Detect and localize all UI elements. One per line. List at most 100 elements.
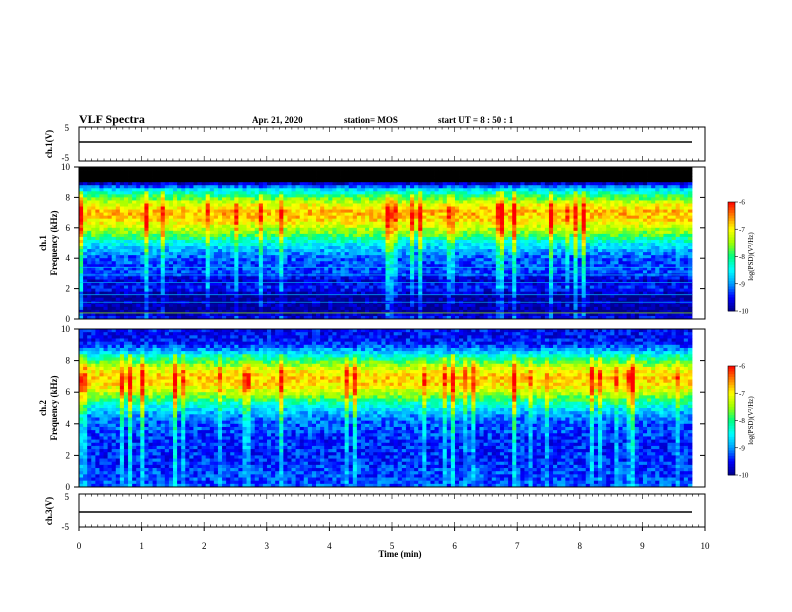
spectrogram-cell	[156, 188, 162, 192]
spectrogram-cell	[557, 255, 562, 259]
spectrogram-cell	[152, 170, 158, 174]
spectrogram-cell	[111, 249, 117, 253]
spectrogram-cell	[663, 173, 668, 177]
spectrogram-cell	[299, 182, 305, 186]
spectrogram-cell	[544, 249, 550, 253]
spectrogram-cell	[598, 209, 603, 213]
spectrogram-cell	[271, 212, 276, 217]
spectrogram-cell	[164, 264, 170, 268]
spectrogram-cell	[107, 176, 113, 180]
spectrogram-cell	[602, 218, 607, 223]
spectrogram-cell	[209, 221, 215, 226]
spectrogram-cell	[291, 255, 296, 259]
spectrogram-cell	[418, 215, 423, 220]
spectrogram-cell	[348, 197, 354, 201]
spectrogram-cell	[185, 200, 190, 204]
spectrogram-cell	[471, 170, 476, 174]
spectrogram-cell	[324, 194, 329, 198]
spectrogram-cell	[508, 212, 513, 217]
spectrogram-cell	[642, 182, 648, 186]
spectrogram-cell	[324, 212, 329, 217]
spectrogram-cell	[164, 191, 170, 195]
spectrogram-cell	[655, 185, 660, 189]
spectrogram-cell	[524, 182, 529, 186]
spectrogram-cell	[226, 264, 231, 268]
spectrogram-cell	[459, 203, 464, 207]
spectrogram-cell	[393, 203, 399, 207]
spectrogram-cell	[434, 249, 440, 253]
spectrogram-cell	[483, 206, 489, 210]
spectrogram-cell	[491, 185, 497, 189]
spectrogram-cell	[360, 188, 366, 192]
spectrogram-cell	[638, 224, 644, 229]
spectrogram-cell	[602, 197, 607, 201]
spectrogram-cell	[479, 173, 484, 177]
spectrogram-cell	[610, 261, 615, 265]
spectrogram-cell	[418, 230, 423, 235]
spectrogram-cell	[410, 206, 415, 210]
spectrogram-cell	[634, 227, 640, 232]
spectrogram-cell	[683, 230, 689, 235]
spectrogram-cell	[426, 249, 431, 253]
spectrogram-cell	[168, 176, 174, 180]
spectrogram-cell	[356, 246, 362, 250]
spectrogram-cell	[132, 179, 137, 183]
spectrogram-cell	[463, 236, 468, 241]
spectrogram-cell	[565, 261, 570, 265]
spectrogram-cell	[177, 209, 182, 213]
spectrogram-cell	[356, 255, 362, 259]
spectrogram-cell	[610, 233, 615, 238]
spectrogram-cell	[508, 197, 513, 201]
spectrogram-cell	[655, 194, 660, 198]
spectrogram-cell	[344, 243, 350, 247]
spectrogram-cell	[222, 200, 227, 204]
spectrogram-cell	[348, 233, 354, 238]
spectrogram-cell	[606, 185, 611, 189]
spectrogram-cell	[512, 191, 517, 195]
spectrogram-cell	[254, 209, 260, 213]
spectrogram-cell	[626, 227, 632, 232]
spectrogram-cell	[593, 206, 599, 210]
spectrogram-cell	[279, 255, 284, 259]
spectrogram-cell	[532, 182, 538, 186]
spectrogram-cell	[663, 206, 668, 210]
spectrogram-cell	[160, 258, 166, 262]
spectrogram-cell	[593, 218, 599, 223]
spectrogram-cell	[561, 194, 566, 198]
spectrogram-cell	[418, 258, 423, 262]
spectrogram-cell	[152, 239, 158, 244]
spectrogram-cell	[193, 185, 198, 189]
spectrogram-cell	[565, 227, 570, 232]
spectrogram-cell	[356, 179, 362, 183]
spectrogram-cell	[459, 194, 464, 198]
spectrogram-cell	[475, 239, 480, 244]
spectrogram-cell	[287, 203, 292, 207]
spectrogram-cell	[189, 209, 194, 213]
spectrogram-cell	[299, 221, 305, 226]
spectrogram-cell	[136, 215, 141, 220]
spectrogram-cell	[164, 258, 170, 262]
spectrogram-cell	[426, 236, 431, 241]
spectrogram-cell	[246, 215, 252, 220]
spectrogram-cell	[152, 182, 158, 186]
spectrogram-cell	[283, 215, 288, 220]
spectrogram-cell	[311, 176, 317, 180]
spectrogram-cell	[328, 233, 333, 238]
spectrogram-cell	[385, 261, 390, 265]
spectrogram-cell	[459, 167, 464, 171]
spectrogram-cell	[344, 185, 350, 189]
spectrogram-cell	[647, 227, 652, 232]
spectrogram-cell	[638, 176, 644, 180]
spectrogram-cell	[651, 194, 656, 198]
spectrogram-cell	[266, 264, 272, 268]
spectrogram-cell	[634, 246, 640, 250]
spectrogram-cell	[638, 236, 644, 241]
spectrogram-cell	[123, 243, 129, 247]
spectrogram-cell	[434, 188, 440, 192]
spectrogram-cell	[593, 167, 599, 171]
spectrogram-cell	[83, 267, 88, 271]
spectrogram-cell	[659, 179, 664, 183]
spectrogram-cell	[442, 179, 448, 183]
spectrogram-cell	[426, 252, 431, 256]
